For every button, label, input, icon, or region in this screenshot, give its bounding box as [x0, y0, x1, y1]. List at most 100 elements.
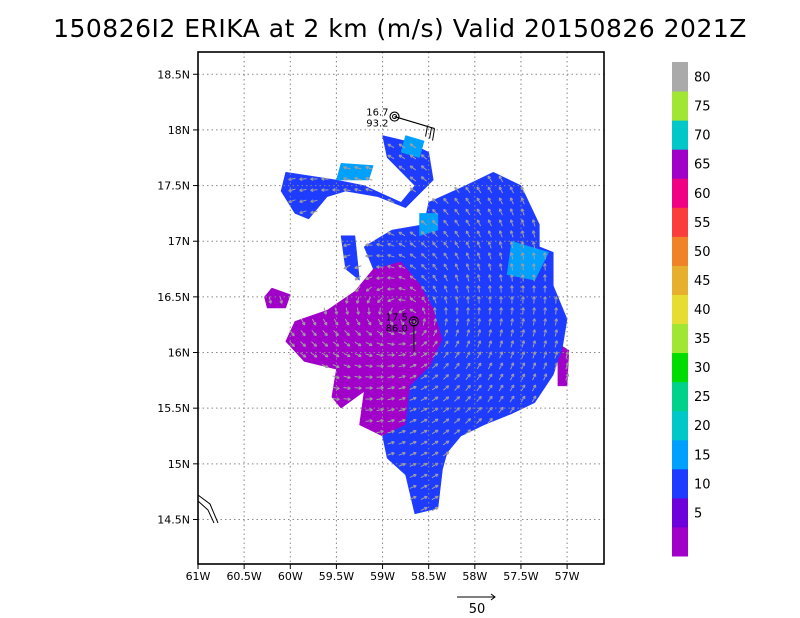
wind-arrow-407 [520, 208, 525, 216]
wind-arrow-92 [376, 253, 384, 258]
wind-arrow-192 [420, 231, 427, 237]
wind-arrow-379 [499, 362, 504, 370]
wind-arrow-283 [455, 318, 460, 326]
wind-arrow-196 [421, 274, 427, 281]
wind-arrow-403 [509, 395, 515, 403]
wind-arrow-276 [454, 241, 460, 249]
wind-arrow-300 [465, 252, 470, 260]
wind-arrow-302 [465, 274, 470, 282]
wind-arrow-365 [498, 208, 503, 216]
wind-arrow-167 [409, 275, 417, 281]
wind-arrow-153 [398, 418, 406, 423]
wind-arrow-249 [443, 219, 449, 227]
wind-arrow-79 [366, 296, 372, 304]
wind-arrow-282 [455, 307, 459, 315]
wind-arrow-336 [476, 395, 482, 402]
wind-arrow-24 [321, 188, 329, 192]
wind-arrow-151 [398, 396, 406, 401]
wind-arrow-315 [465, 418, 472, 424]
wind-arrow-362 [498, 175, 504, 183]
wind-arrow-430 [532, 274, 536, 282]
wind-arrow-77 [365, 276, 373, 281]
wind-arrow-458 [554, 340, 559, 348]
wind-arrow-241 [431, 451, 439, 457]
wind-arrow-60 [354, 265, 362, 270]
colorbar: 5 10 15 20 25 30 35 40 45 50 55 60 65 70 75 80 [672, 62, 711, 557]
wind-arrow-230 [432, 329, 438, 337]
wind-arrow-293 [453, 429, 461, 435]
wind-arrow-175 [409, 363, 417, 368]
wind-arrow-12 [300, 329, 306, 337]
wind-arrow-95 [376, 287, 384, 292]
wind-arrow-428 [531, 252, 536, 260]
wind-arrow-434 [532, 318, 537, 326]
colorbar-bin-20 [672, 439, 688, 470]
wind-arrow-224 [432, 263, 438, 271]
wind-arrow-289 [454, 385, 460, 391]
wind-arrow-125 [387, 374, 395, 379]
wind-arrow-432 [532, 296, 536, 304]
wind-arrow-41 [343, 165, 351, 170]
x-tick-label-8: 57W [555, 570, 580, 583]
wind-arrow-110 [387, 154, 395, 160]
wind-arrow-346 [487, 252, 492, 260]
wind-arrow-335 [476, 384, 482, 392]
wind-arrow-364 [498, 197, 503, 205]
coastline-fragment-inner [197, 500, 215, 524]
wind-arrow-418 [521, 329, 526, 337]
wind-arrow-221 [432, 230, 438, 237]
wind-arrow-375 [499, 318, 504, 326]
wind-arrow-259 [444, 329, 449, 337]
wind-arrow-8 [299, 188, 307, 193]
wind-arrow-48 [345, 307, 350, 315]
wind-arrow-337 [476, 406, 482, 413]
region-15-20-6 [506, 240, 549, 281]
wind-arrow-254 [443, 274, 448, 282]
wind-arrow-170 [409, 308, 417, 314]
wind-arrow-194 [420, 253, 427, 259]
wind-arrow-436 [532, 340, 537, 348]
wind-arrow-39 [332, 386, 340, 391]
wind-arrow-274 [454, 219, 460, 227]
wind-arrow-244 [431, 484, 439, 490]
wind-arrow-223 [432, 252, 438, 260]
wind-arrow-354 [488, 340, 493, 348]
wind-arrow-348 [487, 274, 492, 282]
storm-center-1 [408, 316, 420, 352]
wind-arrow-258 [444, 318, 449, 326]
wind-arrow-409 [520, 230, 525, 238]
wind-arrow-7 [299, 177, 307, 181]
wind-arrow-448 [543, 318, 548, 326]
wind-arrow-400 [510, 362, 515, 370]
x-tick-label-1: 60.5W [226, 570, 261, 583]
wind-arrow-402 [509, 384, 515, 392]
y-tick-label-0: 14.5N [157, 513, 190, 526]
wind-arrow-358 [487, 384, 493, 392]
wind-arrow-413 [521, 274, 525, 282]
wind-arrow-460 [554, 362, 559, 370]
wind-arrow-327 [477, 296, 481, 304]
wind-arrow-281 [454, 296, 459, 304]
wind-arrow-49 [344, 318, 350, 326]
wind-arrow-248 [443, 208, 449, 215]
wind-arrow-401 [509, 373, 515, 381]
wind-arrow-96 [377, 297, 383, 304]
wind-arrow-338 [476, 418, 482, 424]
wind-arrow-169 [409, 297, 417, 303]
wind-arrow-419 [521, 340, 526, 348]
wind-arrow-166 [409, 264, 417, 270]
wind-arrow-262 [443, 362, 449, 369]
wind-arrow-155 [398, 440, 406, 445]
wind-arrow-332 [477, 351, 482, 359]
wind-arrow-139 [398, 264, 406, 269]
wind-arrow-98 [377, 318, 383, 326]
wind-arrow-174 [409, 352, 417, 357]
colorbar-label-30: 30 [694, 361, 711, 376]
wind-arrow-257 [444, 307, 448, 315]
wind-arrow-147 [398, 352, 406, 357]
wind-arrow-440 [531, 384, 537, 392]
wind-arrow-277 [454, 252, 460, 260]
wind-arrow-57 [354, 165, 362, 170]
wind-arrow-80 [367, 307, 371, 315]
x-tick-label-7: 57.5W [503, 570, 538, 583]
